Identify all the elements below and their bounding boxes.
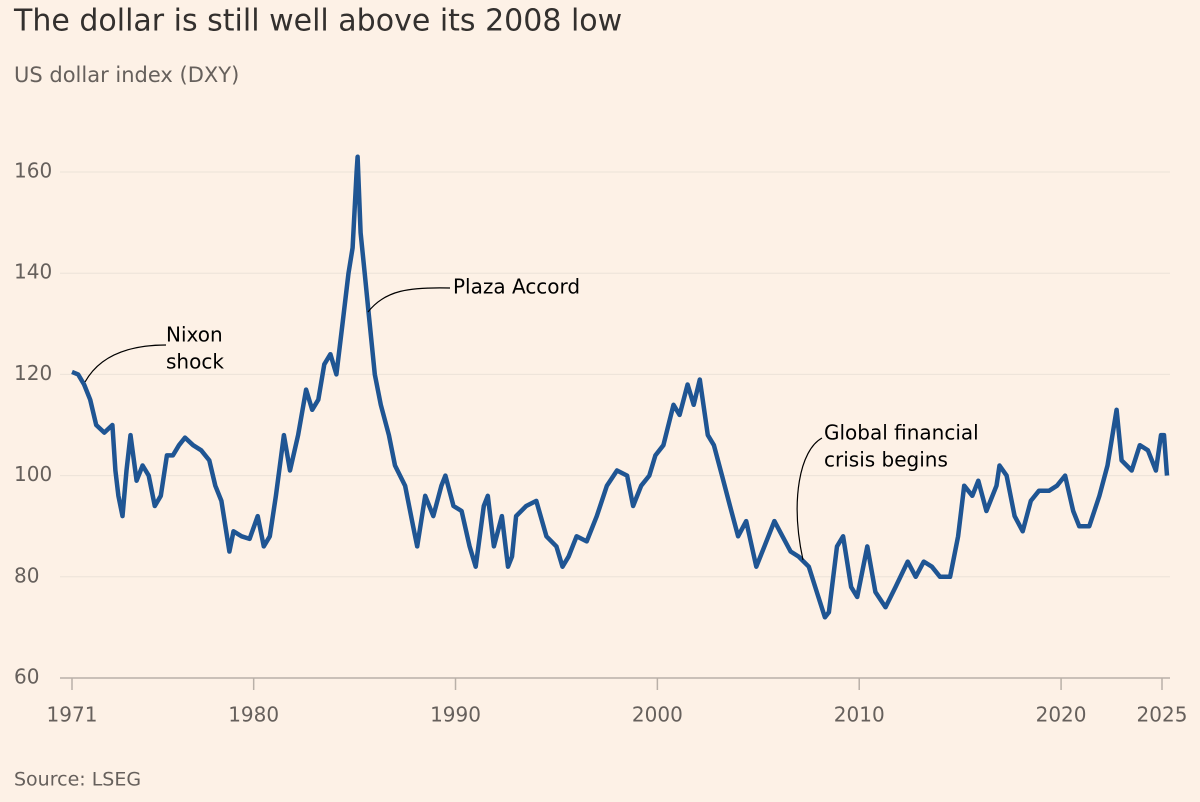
y-tick-label: 140 (14, 260, 52, 284)
annotation: shock (166, 350, 224, 374)
x-tick-label: 1990 (430, 703, 481, 727)
annotation-leader (796, 437, 823, 561)
data-line (71, 154, 1170, 620)
annotation-leader (84, 344, 167, 383)
source: Source: LSEG (14, 769, 141, 791)
y-tick-label: 100 (14, 462, 52, 486)
x-tick-label: 2020 (1036, 703, 1087, 727)
annotation: Plaza Accord (453, 275, 580, 299)
y-tick-label: 120 (14, 361, 52, 385)
annotation-leader (367, 287, 451, 313)
x-tick-label: 2025 (1137, 703, 1188, 727)
x-tick-label: 2010 (834, 703, 885, 727)
y-tick-label: 80 (14, 563, 39, 587)
x-tick-label: 1980 (228, 703, 279, 727)
x-tick-label: 1971 (47, 703, 98, 727)
x-tick-label: 2000 (632, 703, 683, 727)
chart-subtitle: US dollar index (DXY) (14, 63, 239, 87)
y-tick-label: 60 (14, 665, 39, 689)
y-tick-label: 160 (14, 159, 52, 183)
chart-title: The dollar is still well above its 2008 … (13, 4, 622, 39)
annotation: crisis begins (824, 448, 948, 472)
annotation: Global financial (824, 421, 979, 445)
annotation: Nixon (166, 323, 223, 347)
